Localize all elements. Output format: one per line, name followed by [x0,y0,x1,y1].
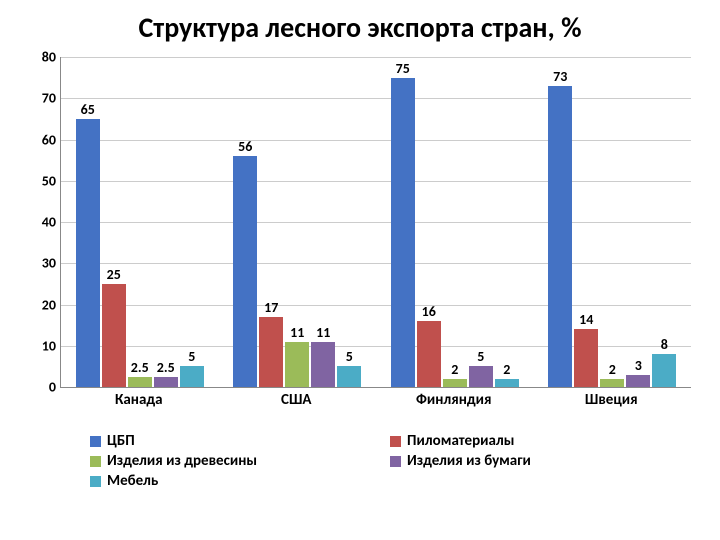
bar: 11 [311,342,335,387]
bar: 65 [76,119,100,387]
bar: 2 [443,379,467,387]
y-tick: 70 [20,90,56,107]
bar-value-label: 2.5 [157,359,175,376]
y-tick: 30 [20,255,56,272]
legend-label: Пиломатериалы [407,432,514,450]
legend-swatch [90,456,101,467]
bar-value-label: 73 [553,68,567,85]
legend-label: Изделия из древесины [107,452,257,470]
bar-value-label: 75 [396,60,410,77]
bar-value-label: 25 [107,266,121,283]
legend-item: Пиломатериалы [360,431,660,451]
bar-value-label: 2.5 [131,359,149,376]
bar: 73 [548,86,572,387]
y-tick: 40 [20,214,56,231]
legend: ЦБП Пиломатериалы Изделия из древесины Изде… [60,431,660,491]
bar-value-label: 3 [635,357,642,374]
bar-value-label: 5 [477,348,484,365]
bar-group: 65252.52.55 [61,57,219,387]
bar: 2 [495,379,519,387]
x-axis-label: Финляндия [375,391,533,409]
bar: 5 [337,366,361,387]
bar: 5 [180,366,204,387]
bar: 2.5 [154,377,178,387]
bar: 14 [574,329,598,387]
bar: 56 [233,156,257,387]
bar: 3 [626,375,650,387]
bar-value-label: 11 [290,324,304,341]
legend-swatch [390,456,401,467]
plot-area: 65252.52.5556171111575162527314238 [60,57,691,388]
bar-value-label: 8 [661,336,668,353]
y-tick: 80 [20,49,56,66]
x-axis-label: Швеция [533,391,691,409]
y-tick: 60 [20,131,56,148]
bar: 16 [417,321,441,387]
bar: 8 [652,354,676,387]
bar-value-label: 2 [451,361,458,378]
y-tick: 20 [20,296,56,313]
legend-swatch [90,436,101,447]
bar-value-label: 17 [264,299,278,316]
legend-item: Изделия из древесины [60,451,360,471]
bar-group: 561711115 [219,57,377,387]
bar: 2.5 [128,377,152,387]
legend-item: Мебель [60,471,360,491]
x-axis-label: США [218,391,376,409]
bar-value-label: 5 [346,348,353,365]
y-tick: 0 [20,379,56,396]
bar: 25 [102,284,126,387]
legend-label: Мебель [107,472,158,490]
bar: 75 [391,78,415,387]
bar-value-label: 11 [316,324,330,341]
bar-value-label: 2 [503,361,510,378]
bar-value-label: 56 [238,138,252,155]
bar: 5 [469,366,493,387]
bar: 17 [259,317,283,387]
bar-value-label: 16 [422,303,436,320]
bar-value-label: 65 [81,101,95,118]
y-tick: 50 [20,172,56,189]
legend-swatch [90,476,101,487]
chart-area: 01020304050607080 65252.52.5556171111575… [20,47,700,427]
bar-value-label: 2 [609,361,616,378]
legend-swatch [390,436,401,447]
legend-item: Изделия из бумаги [360,451,660,471]
bar-value-label: 14 [579,311,593,328]
bar: 11 [285,342,309,387]
legend-label: ЦБП [107,432,135,450]
bar-value-label: 5 [188,348,195,365]
legend-item: ЦБП [60,431,360,451]
x-axis-label: Канада [60,391,218,409]
chart-title: Структура лесного экспорта стран, % [0,0,720,47]
legend-label: Изделия из бумаги [407,452,531,470]
bar-group: 7516252 [376,57,534,387]
y-tick: 10 [20,337,56,354]
bar-group: 7314238 [534,57,692,387]
bar: 2 [600,379,624,387]
